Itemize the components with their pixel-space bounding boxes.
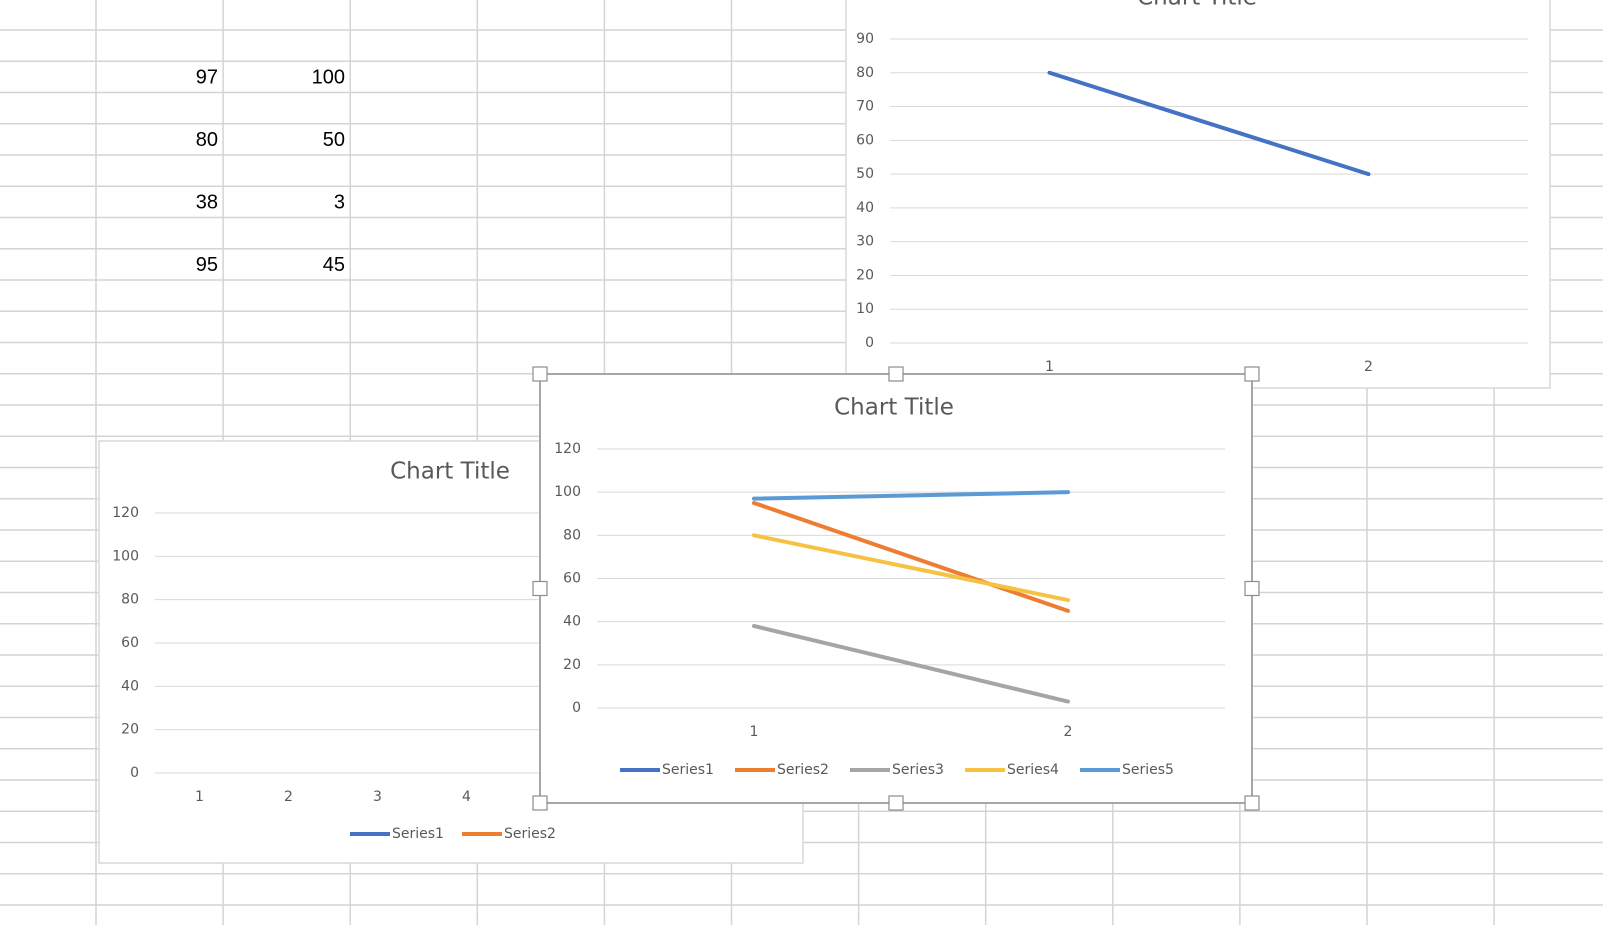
y-tick-label: 100 <box>112 548 139 564</box>
x-tick-label: 1 <box>750 724 759 740</box>
cell-value: 100 <box>312 66 345 88</box>
y-tick-label: 0 <box>572 700 581 716</box>
cell-value: 45 <box>323 254 345 276</box>
legend-label: Series1 <box>392 826 444 842</box>
y-tick-label: 80 <box>121 592 139 608</box>
y-tick-label: 100 <box>554 484 581 500</box>
x-tick-label: 1 <box>1045 359 1054 375</box>
resize-handle <box>1244 580 1260 597</box>
y-tick-label: 80 <box>563 527 581 543</box>
chart: Chart Title 0 20 40 60 80 100 120 1 2 Series1 Serie… <box>532 366 1260 811</box>
y-tick-label: 60 <box>121 635 139 651</box>
resize-handle <box>1244 795 1260 811</box>
cell-value: 3 <box>334 191 345 213</box>
legend-label: Series1 <box>662 762 714 778</box>
y-tick-label: 40 <box>563 614 581 630</box>
chart-title: Chart Title <box>390 459 510 485</box>
legend-label: Series5 <box>1122 762 1174 778</box>
x-tick-label: 2 <box>1364 359 1373 375</box>
cell-value: 80 <box>196 129 218 151</box>
y-tick-label: 120 <box>554 441 581 457</box>
series-line <box>752 623 1070 704</box>
chart-title: Chart Title <box>834 395 954 421</box>
resize-handle <box>888 366 904 382</box>
cell-value: 97 <box>196 66 218 88</box>
chart-area <box>539 373 1253 804</box>
resize-handle <box>1244 366 1260 382</box>
x-tick-label: 3 <box>373 789 382 805</box>
resize-handle <box>532 795 548 811</box>
resize-handle <box>532 580 548 597</box>
x-tick-label: 2 <box>284 789 293 805</box>
y-tick-label: 30 <box>856 234 874 250</box>
y-tick-label: 20 <box>856 267 874 283</box>
y-tick-label: 40 <box>856 200 874 216</box>
x-tick-label: 4 <box>462 789 471 805</box>
x-tick-label: 1 <box>195 789 204 805</box>
cell-value: 38 <box>196 191 218 213</box>
legend-label: Series2 <box>504 826 556 842</box>
y-tick-label: 0 <box>130 765 139 781</box>
chart-title: Chart Title <box>1137 0 1257 11</box>
y-tick-label: 20 <box>121 722 139 738</box>
legend-label: Series4 <box>1007 762 1059 778</box>
resize-handle <box>888 795 904 811</box>
series-line <box>752 490 1070 501</box>
y-tick-label: 90 <box>856 31 874 47</box>
y-tick-label: 60 <box>563 571 581 587</box>
y-tick-label: 70 <box>856 99 874 115</box>
cell-value: 50 <box>323 129 345 151</box>
chart: Chart Title 0 10 20 30 40 50 60 70 80 90 1 2 <box>845 0 1551 389</box>
y-tick-label: 10 <box>856 301 874 317</box>
x-tick-label: 2 <box>1064 724 1073 740</box>
y-tick-label: 80 <box>856 65 874 81</box>
series-line <box>752 500 1070 613</box>
series-line <box>752 533 1070 603</box>
y-tick-label: 120 <box>112 505 139 521</box>
y-tick-label: 0 <box>865 335 874 351</box>
resize-handle <box>532 366 548 382</box>
y-tick-label: 50 <box>856 166 874 182</box>
y-tick-label: 60 <box>856 132 874 148</box>
y-tick-label: 20 <box>563 657 581 673</box>
chart-area <box>845 0 1551 389</box>
legend-label: Series3 <box>892 762 944 778</box>
series-line <box>1047 70 1371 177</box>
legend-label: Series2 <box>777 762 829 778</box>
cell-value: 95 <box>196 254 218 276</box>
y-tick-label: 40 <box>121 678 139 694</box>
